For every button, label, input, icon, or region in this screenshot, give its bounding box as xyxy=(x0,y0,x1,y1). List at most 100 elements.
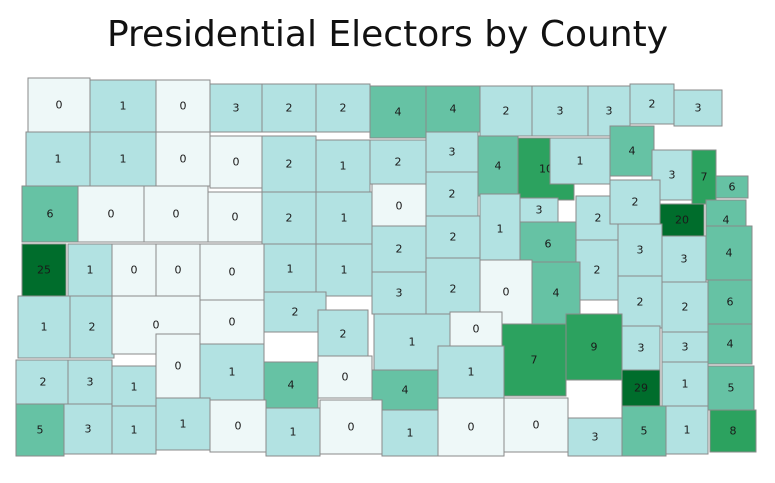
county-value: 1 xyxy=(577,155,584,168)
county-value: 3 xyxy=(606,105,613,118)
county: 2 xyxy=(263,291,327,333)
county-value: 1 xyxy=(407,427,414,440)
county-value: 2 xyxy=(594,264,601,277)
county: 0 xyxy=(437,397,505,457)
county-value: 2 xyxy=(40,376,47,389)
county-value: 3 xyxy=(557,105,564,118)
county: 9 xyxy=(565,313,623,381)
county: 4 xyxy=(425,85,481,133)
county-shape xyxy=(381,409,439,457)
county-value: 7 xyxy=(701,171,708,184)
county: 2 xyxy=(425,215,481,259)
county-value: 0 xyxy=(131,264,138,277)
county: 0 xyxy=(143,185,209,243)
county: 4 xyxy=(707,323,753,365)
county-value: 20 xyxy=(675,214,689,227)
county-shape xyxy=(629,83,675,125)
county: 0 xyxy=(27,77,91,133)
county: 1 xyxy=(17,295,71,359)
county: 1 xyxy=(89,131,157,187)
county-value: 4 xyxy=(629,145,636,158)
county-value: 0 xyxy=(175,264,182,277)
county: 0 xyxy=(155,243,201,297)
county: 1 xyxy=(89,79,157,133)
county-value: 2 xyxy=(340,102,347,115)
county: 1 xyxy=(315,243,373,297)
county-shape xyxy=(707,323,753,365)
county-value: 0 xyxy=(235,420,242,433)
county-shape xyxy=(609,125,655,177)
county-shape xyxy=(77,185,145,243)
county: 3 xyxy=(567,417,623,457)
county-shape xyxy=(209,83,263,133)
county: 1 xyxy=(661,361,709,407)
county-shape xyxy=(425,85,481,133)
county-value: 2 xyxy=(503,105,510,118)
county: 1 xyxy=(111,405,157,455)
county-value: 0 xyxy=(232,211,239,224)
county-value: 6 xyxy=(729,181,736,194)
county-value: 3 xyxy=(233,102,240,115)
county: 1 xyxy=(479,193,521,265)
county: 2 xyxy=(15,359,71,405)
county-value: 2 xyxy=(396,243,403,256)
county-value: 2 xyxy=(286,158,293,171)
county: 3 xyxy=(661,235,707,283)
county: 0 xyxy=(209,135,263,189)
county: 1 xyxy=(665,405,709,455)
county-value: 1 xyxy=(468,366,475,379)
county: 4 xyxy=(369,85,427,139)
county: 0 xyxy=(77,185,145,243)
county-shape xyxy=(531,85,589,137)
county-shape xyxy=(477,135,519,197)
county-shape xyxy=(199,299,265,345)
county-value: 6 xyxy=(47,208,54,221)
county: 20 xyxy=(659,203,705,237)
county: 5 xyxy=(707,365,755,411)
county-shape xyxy=(661,361,709,407)
county-shape xyxy=(207,191,263,243)
county: 3 xyxy=(425,131,479,173)
county-shape xyxy=(143,185,209,243)
county: 1 xyxy=(199,343,265,401)
county-value: 4 xyxy=(402,384,409,397)
county-shape xyxy=(89,79,157,133)
county-shape xyxy=(199,243,265,301)
county: 3 xyxy=(673,89,723,127)
county-value: 2 xyxy=(595,212,602,225)
county-shape xyxy=(261,135,317,193)
county: 2 xyxy=(617,275,663,329)
county: 1 xyxy=(373,313,451,371)
county-shape xyxy=(315,191,373,245)
county-shape xyxy=(707,365,755,411)
county-value: 2 xyxy=(649,98,656,111)
county: 3 xyxy=(371,271,427,315)
county-shape xyxy=(21,185,79,243)
county: 2 xyxy=(609,179,661,225)
county: 1 xyxy=(315,139,371,193)
county-value: 1 xyxy=(55,153,62,166)
county-value: 2 xyxy=(632,196,639,209)
county: 3 xyxy=(617,223,663,277)
county-shape xyxy=(265,407,321,457)
county-value: 3 xyxy=(682,341,689,354)
county-shape xyxy=(659,203,705,237)
county-value: 1 xyxy=(684,424,691,437)
county-shape xyxy=(501,323,567,397)
county-shape xyxy=(25,131,91,187)
county: 5 xyxy=(621,405,667,457)
county-value: 1 xyxy=(287,263,294,276)
county-value: 1 xyxy=(341,264,348,277)
county-value: 5 xyxy=(641,425,648,438)
county: 2 xyxy=(317,309,369,359)
county-shape xyxy=(155,79,211,133)
county-value: 4 xyxy=(553,287,560,300)
county-value: 6 xyxy=(727,296,734,309)
county-value: 1 xyxy=(409,336,416,349)
county: 1 xyxy=(265,407,321,457)
county-value: 3 xyxy=(396,287,403,300)
county-value: 4 xyxy=(723,214,730,227)
county-shape xyxy=(617,223,663,277)
county: 0 xyxy=(155,131,211,187)
county-value: 2 xyxy=(682,301,689,314)
